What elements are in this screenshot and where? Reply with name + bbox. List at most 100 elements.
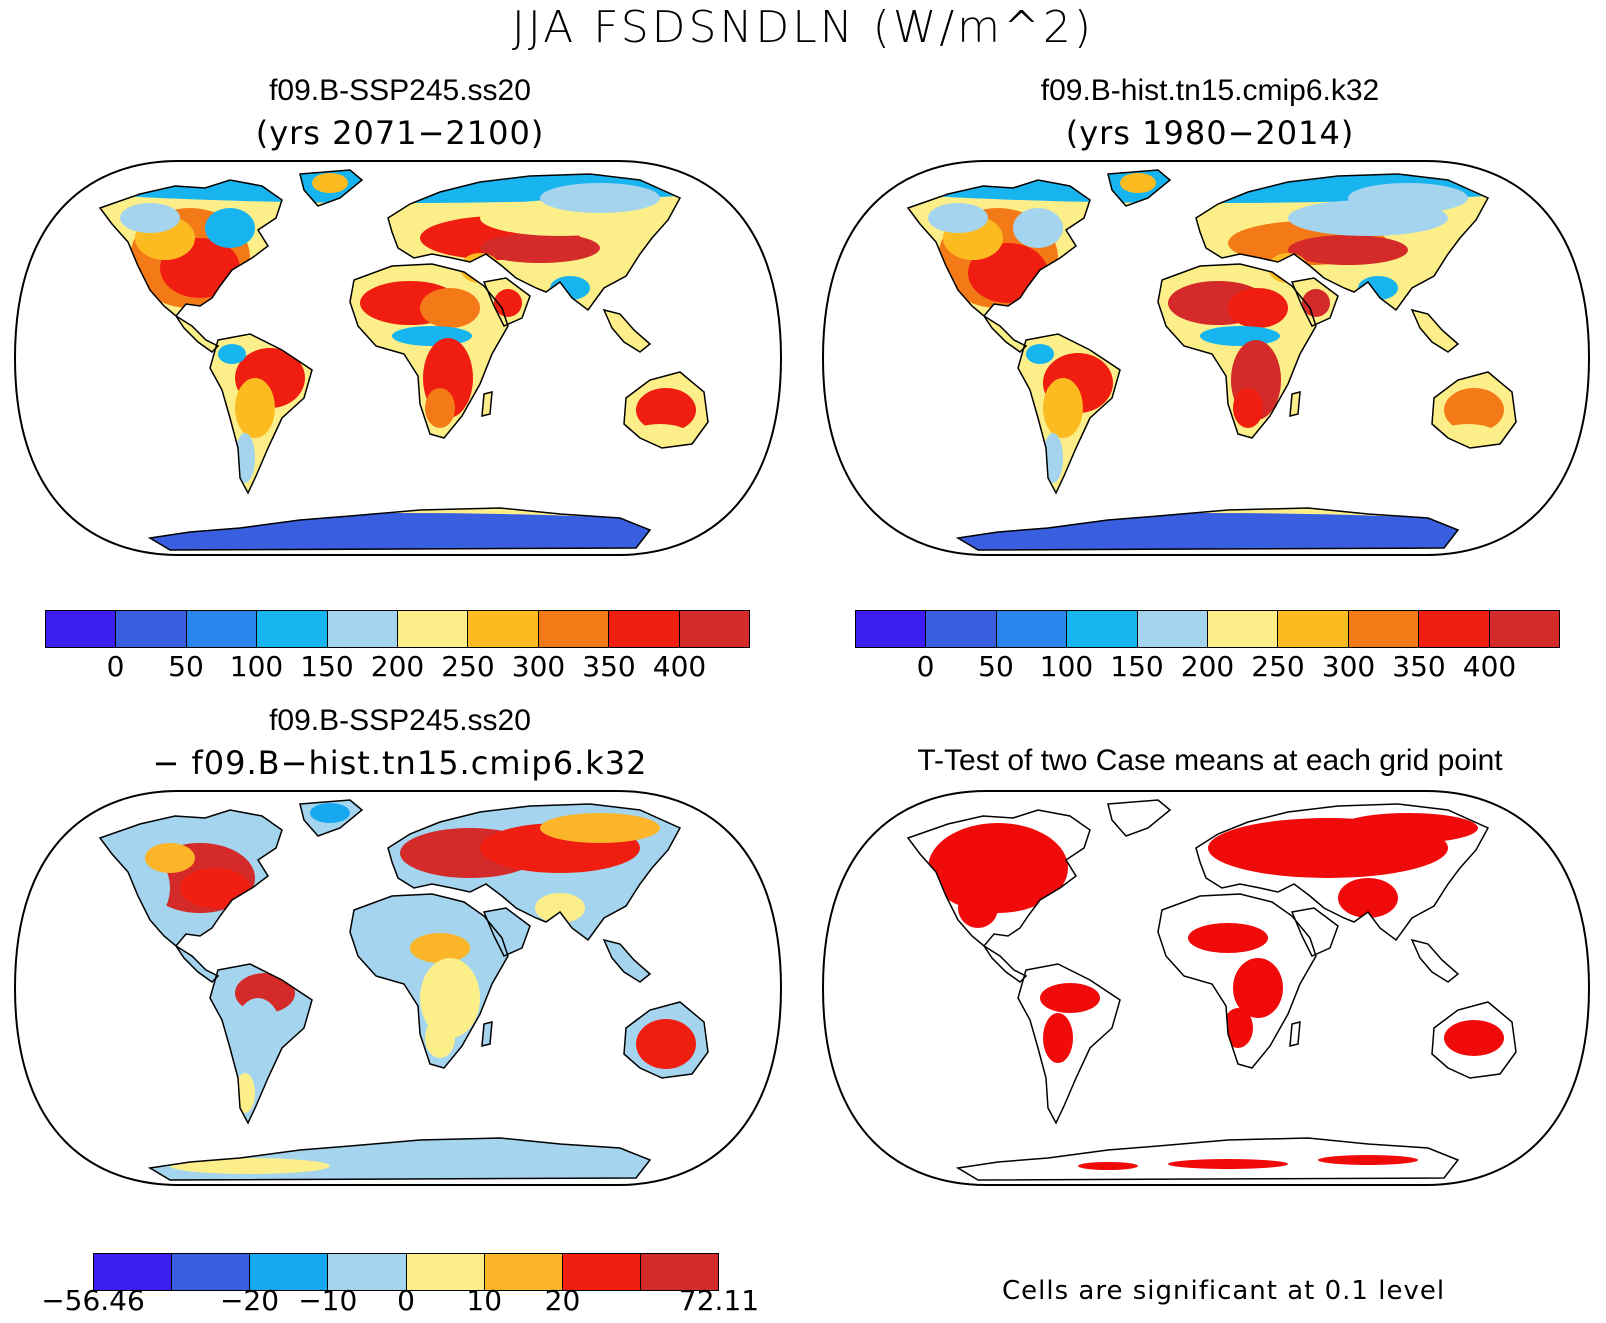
colorbar-tick-label: 400 <box>1462 650 1517 683</box>
field-patch <box>1223 1008 1253 1048</box>
coastline-arabia <box>482 277 531 327</box>
coastline-australia <box>1431 1001 1517 1079</box>
field-patch <box>420 288 480 328</box>
colorbar-box <box>186 611 258 647</box>
field-patch <box>425 388 455 428</box>
coastline-greenland <box>299 799 364 837</box>
colorbar-box <box>538 611 610 647</box>
colorbar-tick-label: −10 <box>298 1284 358 1317</box>
field-patch <box>233 998 283 1078</box>
map-frame <box>821 160 1591 556</box>
field-patch <box>928 823 1068 913</box>
field-patch <box>235 378 275 438</box>
colorbar-box <box>172 1254 251 1290</box>
panel-hist-title: f09.B-hist.tn15.cmip6.k32 <box>1040 74 1380 107</box>
colorbar-diff-labels: −56.46 −20 −10 0 10 20 72.11 <box>41 1284 759 1318</box>
colorbar-box <box>327 611 399 647</box>
colorbar-box <box>328 1254 407 1290</box>
colorbar-box <box>856 611 927 647</box>
coastline-madagascar <box>1289 391 1301 417</box>
colorbar-tick-label: 50 <box>168 650 204 683</box>
field-patch <box>1338 878 1398 918</box>
field-patch <box>632 424 688 444</box>
field-patch <box>360 913 440 943</box>
coastline-africa <box>349 893 509 1069</box>
field-patch <box>1318 1155 1418 1165</box>
field-patch <box>1444 388 1504 432</box>
field-patch <box>636 1019 696 1069</box>
field-patch <box>1338 813 1478 843</box>
colorbar-box <box>116 611 187 647</box>
coastline-greenland <box>1107 169 1172 207</box>
field-patch <box>494 289 522 317</box>
colorbar-box <box>609 611 680 647</box>
colorbar-tick-label: 0 <box>916 650 935 683</box>
colorbar-tick-label: 72.11 <box>678 1284 760 1317</box>
coastline-africa <box>1157 893 1317 1069</box>
panel-ttest-title: T-Test of two Case means at each grid po… <box>917 744 1503 777</box>
colorbar-box <box>406 1254 485 1290</box>
map-ssp245 <box>13 160 783 556</box>
panel-diff-title: f09.B-SSP245.ss20 <box>269 704 531 737</box>
field-patch <box>1440 424 1496 444</box>
field-patch <box>1043 1013 1073 1063</box>
coastline-antarctica <box>147 1137 652 1181</box>
field-patch <box>1168 1159 1288 1169</box>
field-patch <box>312 173 348 193</box>
field-patch <box>180 868 250 908</box>
colorbar-box <box>1137 611 1209 647</box>
map-frame <box>13 790 783 1186</box>
colorbar-diff <box>93 1253 719 1291</box>
coastline-antarctica <box>955 507 1460 551</box>
coastline-eurasia <box>387 803 682 942</box>
colorbar-tick-label: 350 <box>582 650 636 683</box>
coastline-northAmerica <box>98 179 283 318</box>
colorbar-box <box>398 611 469 647</box>
panel-ssp245-title: f09.B-SSP245.ss20 <box>269 74 531 107</box>
field-patch <box>1288 235 1408 265</box>
coastline-seAsia <box>602 938 652 983</box>
field-patch <box>218 344 246 364</box>
coastline-southAmerica <box>209 333 313 495</box>
colorbar-box <box>1489 611 1560 647</box>
field-patch <box>500 873 560 903</box>
colorbar-box <box>46 611 117 647</box>
field-patch <box>636 388 696 432</box>
colorbar-tick-label: 350 <box>1392 650 1446 683</box>
field-patch <box>1200 326 1280 346</box>
field-patch <box>1078 1162 1138 1170</box>
coastline-eurasia <box>1195 803 1490 942</box>
colorbar-box <box>468 611 539 647</box>
coastline-australia <box>623 1001 709 1079</box>
field-patch <box>120 203 180 233</box>
colorbar-box <box>1348 611 1420 647</box>
colorbar-box <box>1067 611 1138 647</box>
coastline-arabia <box>482 907 531 957</box>
field-patch <box>1040 983 1100 1013</box>
field-patch <box>1228 288 1288 328</box>
field-patch <box>145 843 195 873</box>
coastline-madagascar <box>481 1021 493 1047</box>
colorbar-tick-label: 300 <box>1321 650 1376 683</box>
colorbar-box <box>94 1254 173 1290</box>
colorbar-box <box>926 611 997 647</box>
coastline-seAsia <box>602 308 652 353</box>
colorbar-tick-label: 20 <box>544 1284 581 1317</box>
field-patch <box>1013 208 1063 248</box>
field-patch <box>1043 378 1083 438</box>
colorbar-box <box>257 611 328 647</box>
colorbar-tick-label: 50 <box>978 650 1014 683</box>
coastline-seAsia <box>1410 308 1460 353</box>
map-frame <box>13 160 783 556</box>
colorbar-tick-label: 150 <box>1110 650 1164 683</box>
coastline-northAmerica <box>906 809 1091 948</box>
coastline-arabia <box>1290 907 1339 957</box>
coastline-antarctica <box>147 507 652 551</box>
field-patch <box>420 958 480 1038</box>
field-patch <box>410 933 470 963</box>
coastline-southAmerica <box>1017 963 1121 1125</box>
colorbar-tick-label: 400 <box>652 650 707 683</box>
field-patch <box>205 208 255 248</box>
colorbar-tick-label: 10 <box>466 1284 503 1317</box>
coastline-southAmerica <box>1017 333 1121 495</box>
